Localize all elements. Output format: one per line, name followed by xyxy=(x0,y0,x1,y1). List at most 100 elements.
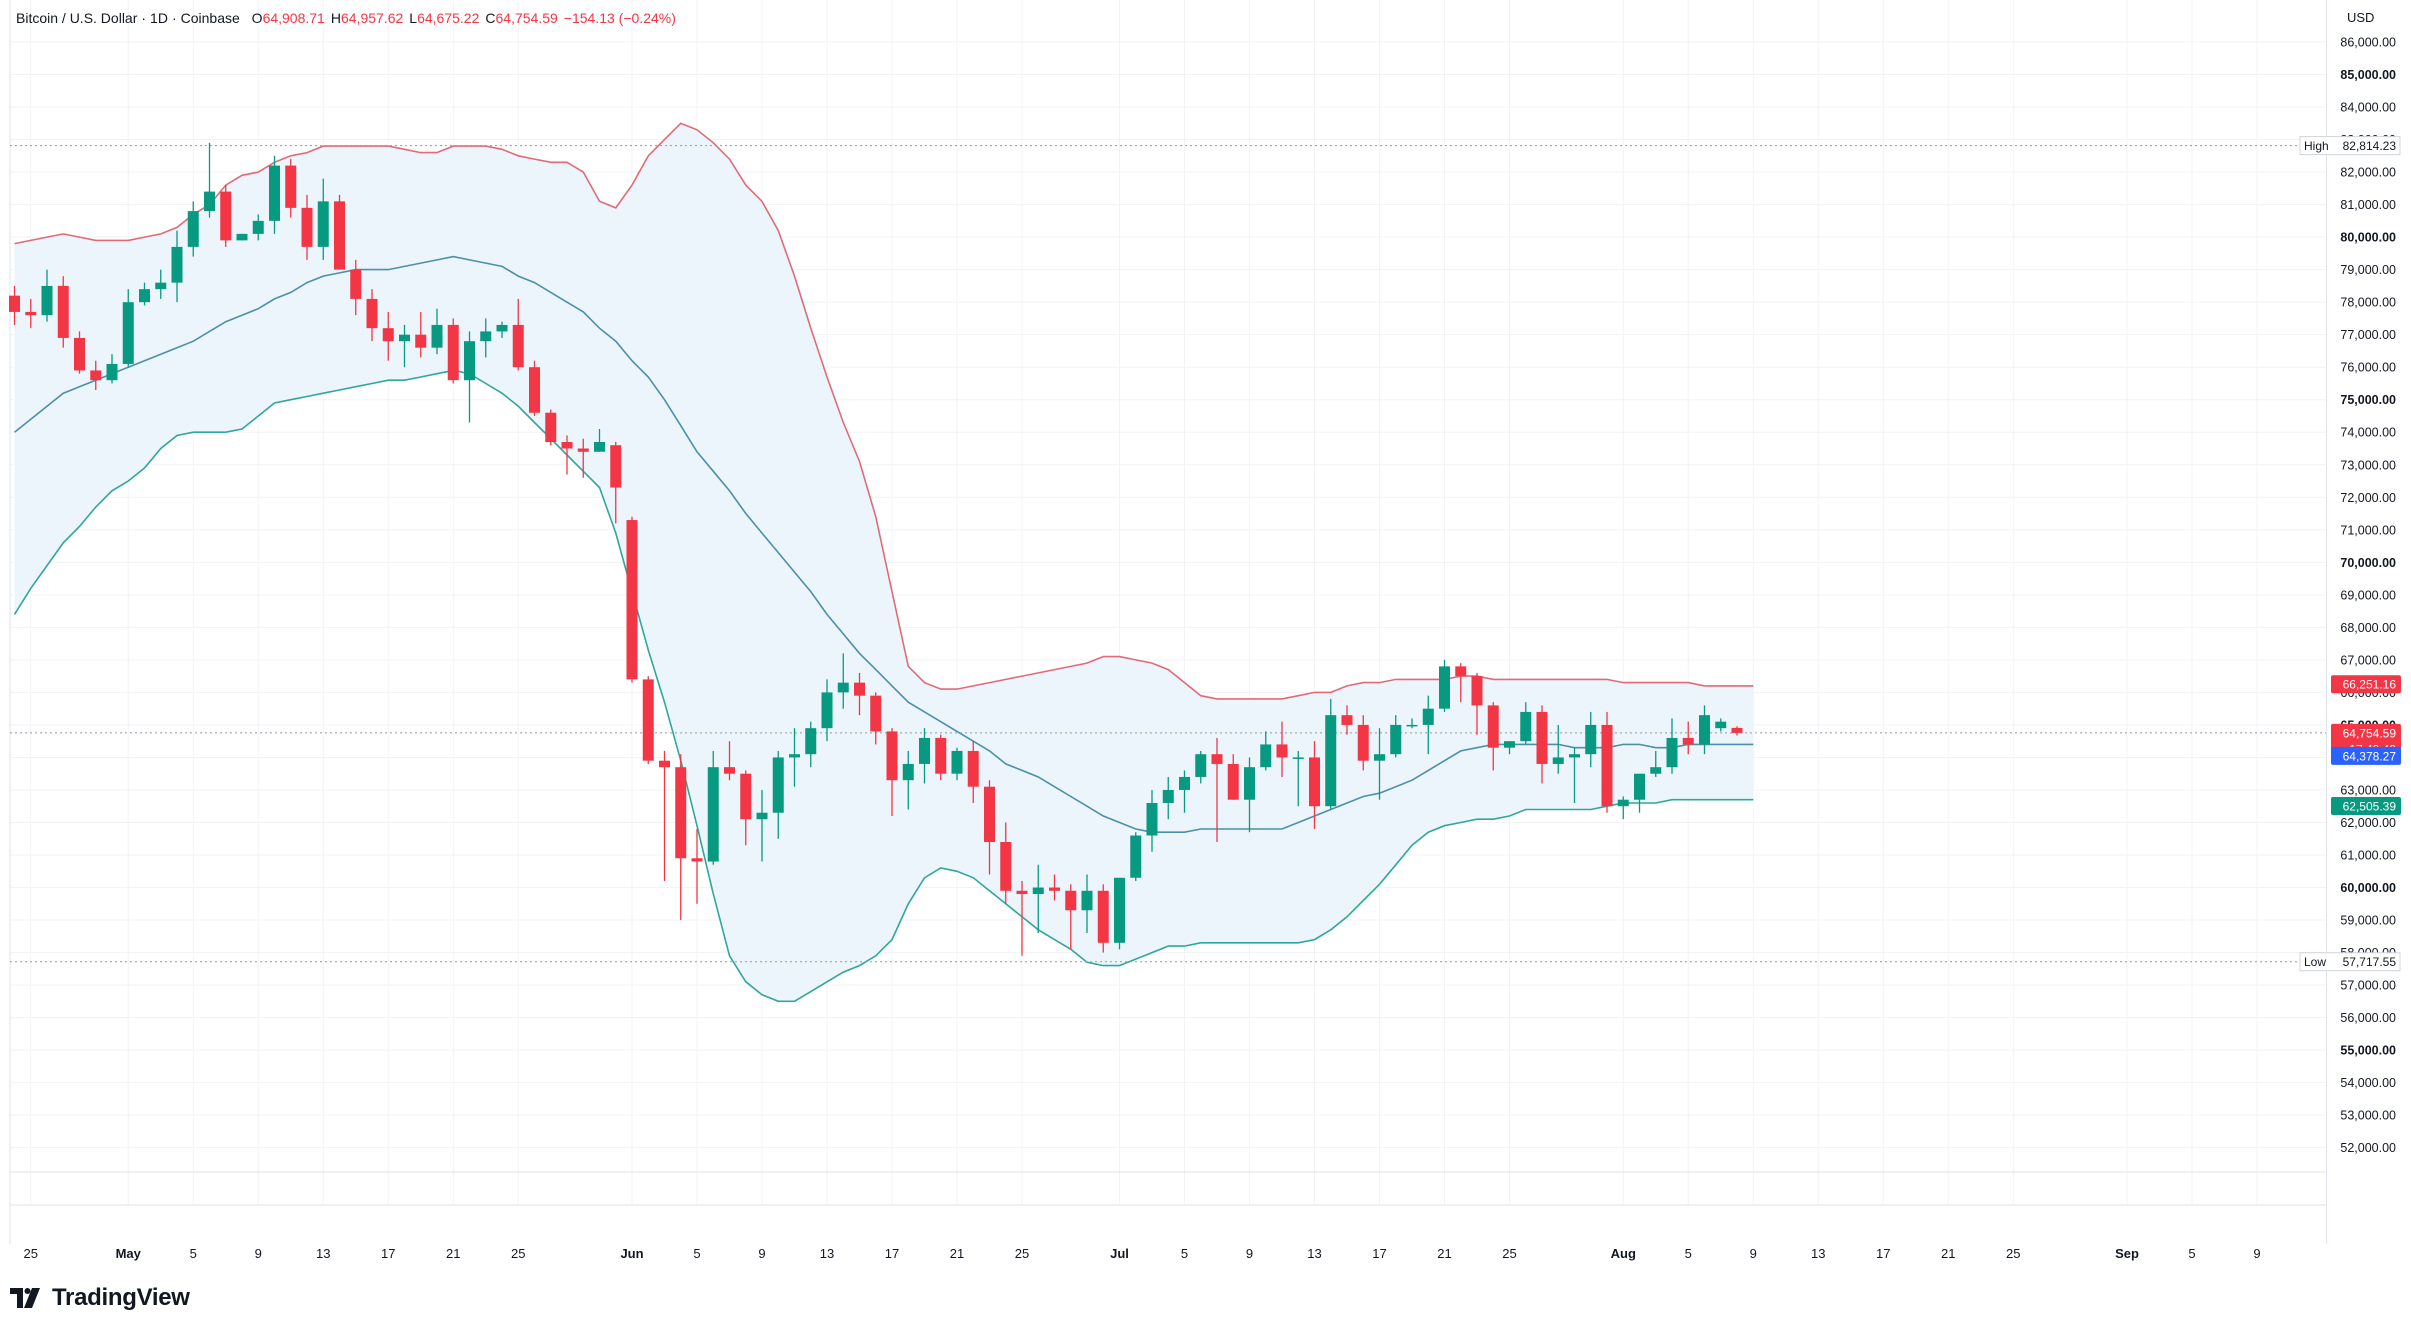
upper-band-tag[interactable]: 66,251.16 xyxy=(2331,675,2401,694)
candle[interactable] xyxy=(1309,741,1320,829)
candle[interactable] xyxy=(1455,663,1467,703)
candle[interactable] xyxy=(1520,702,1532,745)
currency-label[interactable]: USD xyxy=(2347,10,2375,25)
candle[interactable] xyxy=(610,441,622,524)
candle[interactable] xyxy=(220,185,232,247)
candle[interactable] xyxy=(1000,822,1012,904)
candle[interactable] xyxy=(187,201,199,257)
candle[interactable] xyxy=(642,676,654,764)
candle[interactable] xyxy=(1585,711,1597,768)
candle[interactable] xyxy=(1715,718,1727,732)
candle[interactable] xyxy=(1292,750,1304,807)
candle[interactable] xyxy=(1195,750,1207,784)
time-axis[interactable]: 25 May 5 9 13 17 21 25 Jun 5 9 13 17 21 25 Jul 5 9 13 17 21 2… xyxy=(24,1246,2261,1261)
candle[interactable] xyxy=(464,331,475,423)
candle[interactable] xyxy=(1439,659,1450,712)
candle[interactable] xyxy=(1487,702,1499,771)
candle[interactable] xyxy=(1699,705,1710,755)
candle[interactable] xyxy=(870,692,882,745)
candle[interactable] xyxy=(139,282,150,306)
candle[interactable] xyxy=(122,289,134,368)
candle[interactable] xyxy=(41,269,53,322)
candle[interactable] xyxy=(1406,718,1418,729)
candle[interactable] xyxy=(9,285,20,325)
candle[interactable] xyxy=(1617,796,1629,820)
candle[interactable] xyxy=(1569,747,1580,803)
candle[interactable] xyxy=(805,721,817,768)
candle[interactable] xyxy=(236,233,248,241)
candle[interactable] xyxy=(919,728,930,784)
candle[interactable] xyxy=(269,155,280,234)
candle[interactable] xyxy=(1130,832,1142,882)
candle[interactable] xyxy=(772,750,784,839)
candle[interactable] xyxy=(1049,874,1060,901)
candle[interactable] xyxy=(1357,715,1369,771)
price-axis[interactable]: 52,000.00 53,000.00 54,000.00 55,000.00 56,0… xyxy=(2340,36,2396,1156)
candle[interactable] xyxy=(1276,721,1288,777)
candle[interactable] xyxy=(902,750,914,810)
candle[interactable] xyxy=(1114,877,1125,950)
candle[interactable] xyxy=(252,214,264,241)
candle[interactable] xyxy=(1682,721,1694,755)
candle[interactable] xyxy=(285,159,297,218)
symbol-name[interactable]: Bitcoin / U.S. Dollar xyxy=(16,10,138,26)
candle[interactable] xyxy=(837,653,849,709)
tradingview-logo[interactable]: TradingView xyxy=(10,1284,190,1312)
candle[interactable] xyxy=(496,321,508,338)
candle[interactable] xyxy=(561,435,573,475)
candle[interactable] xyxy=(626,516,638,683)
candle[interactable] xyxy=(334,194,345,270)
candle[interactable] xyxy=(317,178,329,260)
candle[interactable] xyxy=(1016,881,1028,956)
candle[interactable] xyxy=(740,770,752,846)
candle[interactable] xyxy=(886,728,898,816)
candle[interactable] xyxy=(366,289,378,342)
candle[interactable] xyxy=(415,311,427,358)
candle[interactable] xyxy=(935,734,947,781)
bollinger-basis-line[interactable] xyxy=(14,255,1754,833)
candle[interactable] xyxy=(1097,884,1109,953)
candle[interactable] xyxy=(1504,741,1515,755)
candle[interactable] xyxy=(1179,770,1190,813)
candle[interactable] xyxy=(1731,726,1743,736)
candle[interactable] xyxy=(1227,754,1239,800)
candle[interactable] xyxy=(1552,724,1564,774)
candle[interactable] xyxy=(577,438,589,478)
candle[interactable] xyxy=(90,360,102,390)
candle[interactable] xyxy=(1081,874,1093,934)
candle[interactable] xyxy=(967,741,979,803)
candle[interactable] xyxy=(480,318,492,358)
candle[interactable] xyxy=(1032,864,1044,934)
candle[interactable] xyxy=(382,311,394,361)
candle[interactable] xyxy=(1146,789,1158,852)
candle[interactable] xyxy=(1374,728,1385,800)
candle[interactable] xyxy=(1065,884,1077,950)
candle[interactable] xyxy=(1244,757,1255,833)
candle[interactable] xyxy=(1390,715,1402,758)
candle[interactable] xyxy=(545,409,557,446)
candle[interactable] xyxy=(1601,711,1613,813)
candle[interactable] xyxy=(1666,718,1678,774)
candle[interactable] xyxy=(57,276,69,348)
candle[interactable] xyxy=(1471,672,1483,735)
candle[interactable] xyxy=(854,672,865,716)
candle[interactable] xyxy=(691,828,703,904)
candle[interactable] xyxy=(594,428,605,452)
lower-band-tag[interactable]: 62,505.39 xyxy=(2331,797,2401,816)
candle[interactable] xyxy=(431,308,443,355)
candle[interactable] xyxy=(25,298,37,329)
candle[interactable] xyxy=(789,728,800,787)
candle[interactable] xyxy=(821,679,833,742)
candle[interactable] xyxy=(659,750,670,882)
candle[interactable] xyxy=(74,331,85,374)
candle[interactable] xyxy=(675,754,687,921)
interval[interactable]: 1D xyxy=(150,10,168,26)
candle[interactable] xyxy=(984,780,995,875)
candle[interactable] xyxy=(707,750,719,865)
bollinger-lower-line[interactable] xyxy=(13,369,1754,1003)
candle[interactable] xyxy=(951,747,963,781)
candle[interactable] xyxy=(447,318,459,384)
candle[interactable] xyxy=(1211,737,1223,842)
candle[interactable] xyxy=(1650,750,1662,777)
